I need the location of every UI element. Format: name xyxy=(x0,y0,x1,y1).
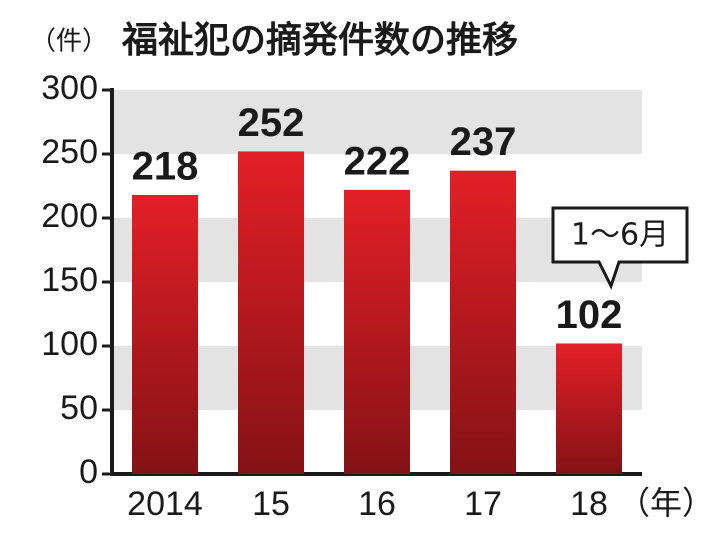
y-tick-label: 50 xyxy=(60,389,98,427)
x-tick-label: 17 xyxy=(464,485,502,523)
y-tick-label: 250 xyxy=(41,133,98,171)
y-tick-label: 150 xyxy=(41,261,98,299)
bar-shade xyxy=(450,170,516,474)
y-unit: （件） xyxy=(30,27,108,57)
x-tick-label: 18 xyxy=(570,485,608,523)
annotation: 1〜6月 xyxy=(571,218,669,253)
y-tick-label: 100 xyxy=(41,325,98,363)
callout-box xyxy=(551,206,689,290)
bar-shade xyxy=(556,343,622,474)
value-label: 237 xyxy=(450,120,517,164)
bar-shade xyxy=(238,151,304,474)
x-tick-label: 16 xyxy=(358,485,396,523)
y-tick-label: 300 xyxy=(41,69,98,107)
bar-shade xyxy=(132,194,198,474)
chart-title: 福祉犯の摘発件数の推移 xyxy=(121,19,518,61)
value-label: 252 xyxy=(238,101,305,145)
x-tick-label: 15 xyxy=(252,485,290,523)
bar-shade xyxy=(344,189,410,474)
value-label: 218 xyxy=(132,145,199,189)
x-tick-label: 2014 xyxy=(127,485,203,523)
grid-band xyxy=(112,90,642,154)
y-tick-label: 0 xyxy=(79,453,98,491)
value-label: 102 xyxy=(556,293,623,337)
y-tick-label: 200 xyxy=(41,197,98,235)
value-label: 222 xyxy=(344,139,411,183)
x-unit: （年） xyxy=(618,484,714,522)
